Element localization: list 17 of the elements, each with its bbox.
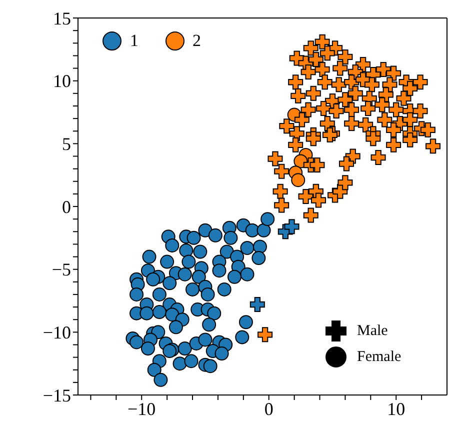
x-tick-label: 0 [264, 398, 274, 419]
y-tick-label: −15 [42, 385, 71, 406]
point [284, 219, 300, 234]
legend-label: 1 [130, 31, 138, 51]
y-tick-label: 10 [53, 71, 71, 92]
y-tick-label: 5 [62, 134, 71, 154]
x-tick-label: −10 [128, 398, 156, 419]
point [291, 173, 306, 188]
y-tick-label: 0 [62, 196, 71, 217]
annotation: Male [357, 322, 388, 340]
y-tick-label: 15 [53, 8, 71, 28]
legend-label: 2 [192, 31, 201, 51]
y-tick-label: −10 [42, 322, 71, 343]
annotation: Female [357, 348, 402, 366]
x-tick-label: 10 [387, 398, 406, 419]
point [250, 297, 265, 312]
y-tick-label: −5 [52, 260, 71, 280]
